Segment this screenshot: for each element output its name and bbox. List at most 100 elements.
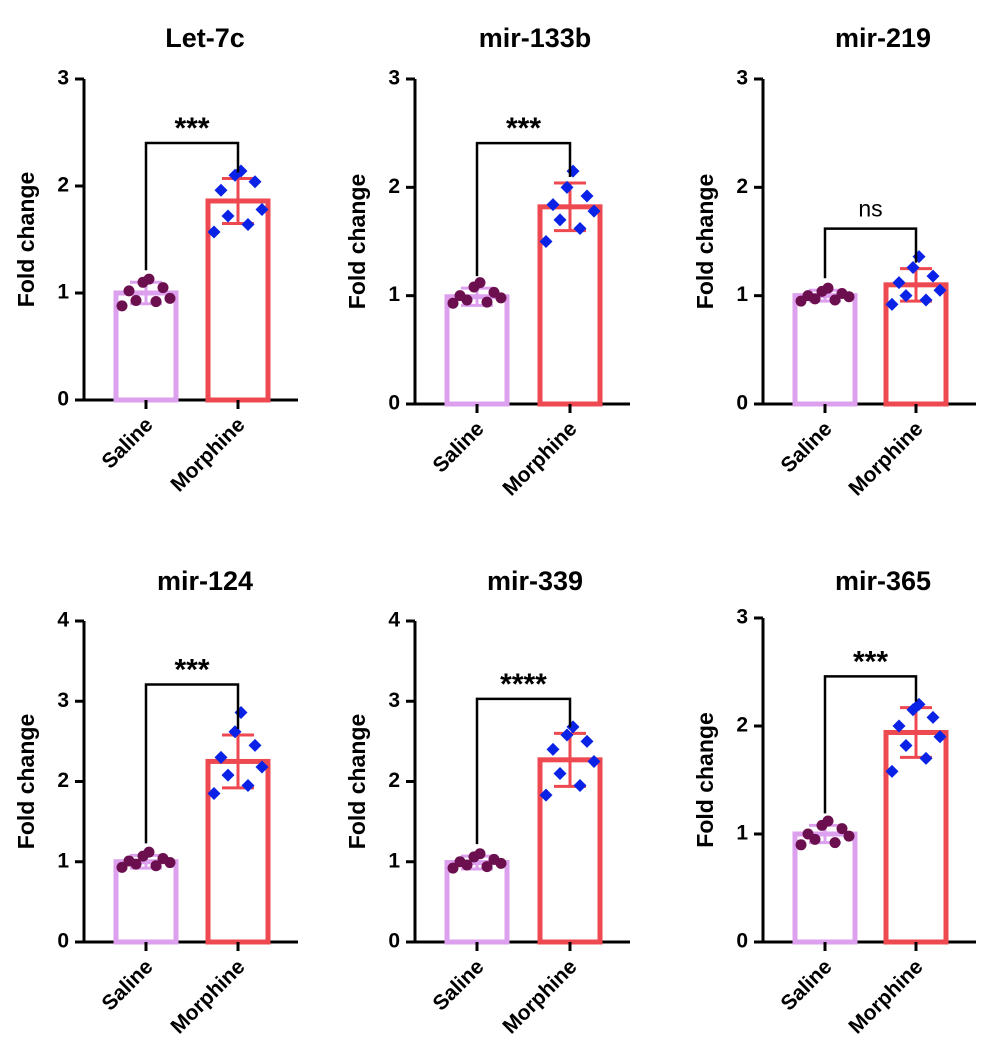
data-point-morphine [207, 787, 221, 801]
y-tick-label: 0 [57, 388, 69, 411]
data-point-morphine [241, 218, 255, 232]
y-axis-label: Fold change [344, 174, 370, 309]
x-tick-label-saline: Saline [429, 955, 489, 1015]
y-tick-label: 2 [388, 175, 400, 198]
bar-saline [444, 860, 510, 945]
significance-bracket [475, 141, 572, 277]
x-tick-label-saline: Saline [429, 417, 489, 477]
data-point-morphine [573, 222, 587, 235]
y-tick-label: 0 [388, 392, 400, 415]
data-point-saline [150, 860, 162, 872]
data-point-saline [843, 830, 855, 842]
chart-title: mir-219 [835, 23, 931, 53]
data-point-saline [836, 288, 848, 299]
y-tick-label: 1 [388, 283, 400, 306]
data-point-morphine [885, 297, 899, 311]
chart-title: mir-365 [835, 566, 931, 596]
x-tick-label-saline: Saline [777, 417, 837, 477]
significance-label: *** [174, 653, 209, 686]
y-tick-label: 3 [388, 67, 400, 90]
data-point-morphine [906, 261, 920, 274]
data-point-saline [829, 294, 841, 306]
significance-bracket [144, 683, 240, 844]
data-point-saline [157, 282, 169, 294]
significance-label: *** [174, 112, 209, 145]
bar-morphine [883, 729, 949, 945]
significance-label: ns [858, 196, 882, 222]
x-tick-label-saline: Saline [777, 955, 837, 1015]
data-point-morphine [255, 203, 269, 217]
y-axis-label: Fold change [344, 714, 370, 849]
data-point-saline [164, 292, 176, 304]
y-tick-label: 2 [57, 769, 69, 792]
data-point-saline [829, 837, 841, 849]
significance-label: *** [853, 645, 888, 678]
data-point-saline [123, 285, 135, 297]
data-point-saline [130, 294, 142, 306]
bar-saline [792, 293, 858, 407]
data-point-saline [447, 862, 459, 874]
data-point-morphine [248, 738, 262, 752]
data-point-saline [454, 856, 466, 868]
y-tick-label: 0 [388, 930, 400, 953]
x-tick-label-morphine: Morphine [844, 417, 927, 500]
y-tick-label: 1 [736, 822, 748, 845]
data-point-morphine [241, 779, 255, 793]
bar-saline [792, 831, 858, 945]
data-point-morphine [580, 189, 594, 203]
data-point-morphine [221, 768, 235, 782]
data-point-morphine [899, 738, 913, 752]
data-point-morphine [255, 760, 269, 774]
data-point-morphine [899, 289, 913, 303]
data-point-morphine [933, 730, 947, 744]
data-point-morphine [573, 779, 587, 793]
x-tick-label-saline: Saline [98, 955, 158, 1015]
chart-title: Let-7c [165, 23, 245, 53]
data-point-morphine [546, 742, 560, 756]
y-tick-label: 3 [736, 606, 748, 629]
significance-bracket [475, 697, 572, 845]
y-tick-label: 4 [57, 609, 69, 632]
y-tick-label: 1 [57, 281, 69, 304]
significance-label: *** [506, 112, 541, 145]
data-point-morphine [539, 235, 553, 248]
data-point-morphine [214, 750, 228, 764]
data-point-saline [116, 300, 128, 312]
y-tick-label: 3 [57, 67, 69, 90]
y-tick-label: 3 [388, 689, 400, 712]
data-point-saline [481, 296, 493, 308]
x-tick-label-morphine: Morphine [166, 413, 249, 496]
y-tick-label: 2 [57, 174, 69, 197]
chart-panel-6: mir-365 Fold change 0 1 2 3 Saline Morphine *** [692, 566, 976, 1038]
data-point-saline [454, 290, 466, 302]
data-point-morphine [553, 766, 567, 780]
data-point-saline [836, 823, 848, 835]
data-point-saline [116, 861, 128, 873]
data-point-morphine [560, 180, 574, 194]
y-axis-label: Fold change [13, 714, 39, 849]
significance-bracket [144, 141, 240, 271]
data-point-saline [822, 815, 834, 827]
data-point-morphine [560, 728, 574, 742]
data-point-saline [447, 297, 459, 309]
y-tick-label: 2 [388, 769, 400, 792]
data-point-saline [150, 296, 162, 308]
data-point-morphine [580, 734, 594, 748]
y-tick-label: 4 [388, 609, 400, 632]
data-point-saline [481, 861, 493, 873]
y-tick-label: 0 [57, 930, 69, 953]
data-point-saline [488, 853, 500, 865]
data-point-saline [822, 282, 834, 294]
y-tick-label: 1 [388, 849, 400, 872]
data-point-saline [157, 853, 169, 865]
x-tick-label-saline: Saline [98, 413, 158, 473]
significance-bracket [823, 675, 918, 814]
data-point-saline [143, 273, 155, 285]
y-tick-label: 3 [736, 67, 748, 90]
data-point-morphine [248, 175, 262, 189]
data-point-morphine [933, 283, 947, 297]
chart-panel-4: mir-124 Fold change 0 1 2 3 4 Saline Morphine *** [13, 566, 298, 1038]
data-point-morphine [912, 250, 926, 264]
data-point-saline [123, 855, 135, 867]
